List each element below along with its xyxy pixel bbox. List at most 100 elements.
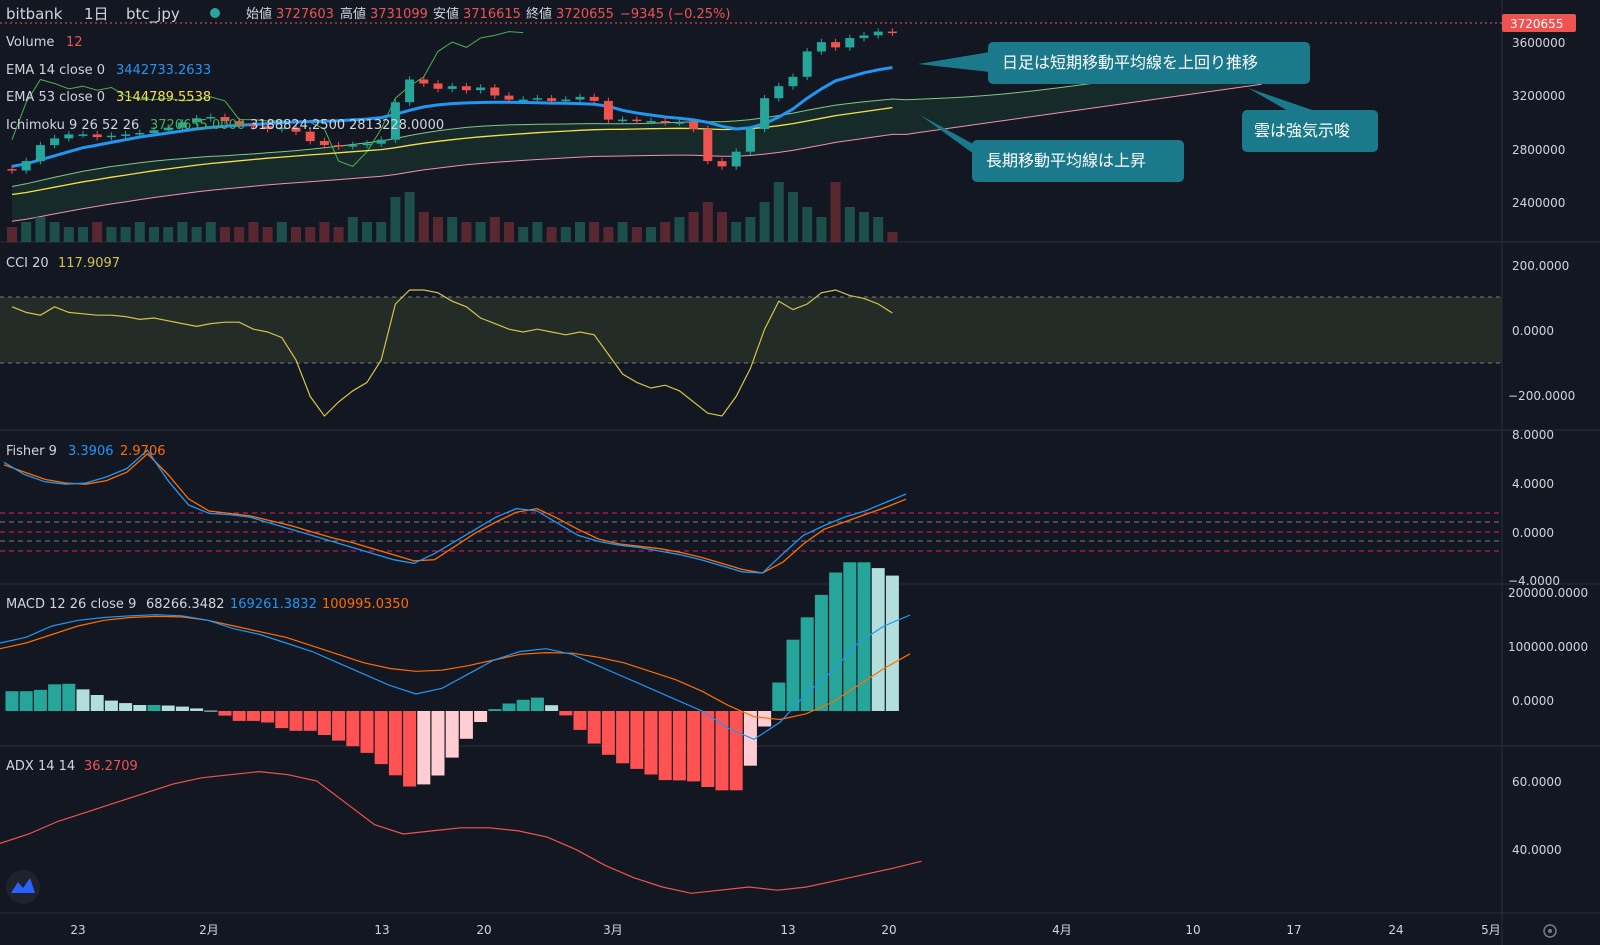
logo-badge (6, 870, 40, 904)
annotation-cloud[interactable]: 雲は強気示唆 (1242, 88, 1378, 152)
macd-histogram-bar (48, 684, 62, 711)
tradingview-logo[interactable] (6, 870, 40, 904)
volume-bar (305, 227, 316, 242)
candle-body (376, 139, 386, 144)
macd-histogram-bar (360, 711, 374, 753)
candle-body (248, 125, 258, 127)
candle-body (561, 99, 571, 102)
annotation-cloud-text: 雲は強気示唆 (1254, 121, 1350, 140)
candle-body (263, 126, 273, 129)
volume-bar (461, 222, 472, 242)
ichimoku-legend-value-2: 3188824.2500 (250, 118, 345, 133)
open-label: 始値 (246, 6, 272, 22)
volume-bar (702, 202, 713, 242)
close-value: 3720655 (556, 7, 614, 22)
ema53-legend-label[interactable]: EMA 53 close 0 (6, 90, 105, 105)
macd-histogram-bar (516, 699, 530, 711)
fisher-tick: 0.0000 (1512, 526, 1554, 540)
cci-axis: 200.0000 0.0000 −200.0000 (1508, 259, 1575, 403)
candle-body (319, 141, 329, 145)
volume-bar (63, 227, 74, 242)
exchange-name: bitbank (6, 5, 63, 23)
time-axis[interactable]: 23 2月 13 20 3月 13 20 4月 10 17 24 5月 (70, 923, 1500, 937)
candle-body (78, 134, 88, 136)
price-tick: 3600000 (1512, 36, 1565, 50)
symbol-label[interactable]: btc_jpy (126, 5, 180, 24)
fisher-pane[interactable]: Fisher 9 3.3906 2.9706 8.0000 4.0000 0.0… (0, 428, 1560, 588)
macd-histogram-bar (289, 711, 303, 731)
candle-body (192, 118, 202, 123)
macd-histogram-bar (715, 711, 729, 791)
ema14-line (11, 66, 893, 168)
date-tick: 10 (1185, 923, 1200, 937)
ichimoku-lagging-span (11, 31, 524, 167)
macd-legend-value-2: 169261.3832 (230, 597, 317, 612)
ema14-legend-label[interactable]: EMA 14 close 0 (6, 63, 105, 78)
volume-bar (646, 227, 656, 242)
adx-legend-label[interactable]: ADX 14 14 (6, 759, 75, 774)
macd-histogram-bar (76, 689, 90, 711)
date-tick: 23 (70, 923, 85, 937)
fisher-axis: 8.0000 4.0000 0.0000 −4.0000 (1508, 428, 1560, 588)
date-tick: 24 (1388, 923, 1403, 937)
candle-body (476, 87, 486, 91)
volume-bar (589, 222, 600, 242)
macd-legend-label[interactable]: MACD 12 26 close 9 (6, 597, 136, 612)
candle-body (859, 35, 869, 39)
macd-histogram-bar (871, 568, 885, 711)
macd-line (0, 614, 911, 740)
ema53-legend-value: 3144789.5538 (116, 90, 211, 105)
cci-legend-label[interactable]: CCI 20 (6, 256, 49, 271)
candle-body (447, 86, 457, 89)
cci-line (11, 289, 893, 417)
candle-body (106, 135, 116, 138)
last-price-tag (1502, 14, 1576, 32)
macd-histogram-bar (317, 711, 331, 735)
fisher-tick: −4.0000 (1508, 574, 1560, 588)
macd-tick: 0.0000 (1512, 694, 1554, 708)
annotation-long-ma[interactable]: 長期移動平均線は上昇 (920, 115, 1184, 182)
low-label: 安値 (433, 6, 459, 22)
macd-histogram-bar (459, 711, 473, 739)
volume-bar (234, 227, 245, 242)
macd-histogram-bar (275, 711, 289, 729)
macd-histogram-bar (161, 705, 175, 711)
price-axis[interactable]: 3600000 3200000 2800000 2400000 (1512, 36, 1565, 210)
macd-histogram-bar (5, 691, 19, 711)
macd-histogram-bar (346, 711, 360, 747)
volume-bar (575, 222, 585, 242)
volume-bar (688, 212, 699, 242)
volume-bar (120, 227, 131, 242)
candle-body (674, 122, 684, 124)
volume-legend-label[interactable]: Volume (6, 35, 54, 50)
adx-tick: 40.0000 (1512, 843, 1562, 857)
adx-line (0, 770, 922, 894)
volume-bar (532, 222, 543, 242)
ema14-legend-value: 3442733.2633 (116, 63, 211, 78)
candle-body (575, 96, 585, 100)
macd-pane[interactable]: MACD 12 26 close 9 68266.3482 169261.383… (0, 562, 1588, 791)
volume-bars (7, 182, 898, 242)
volume-bar (106, 227, 117, 242)
cci-tick: −200.0000 (1508, 389, 1575, 403)
adx-pane[interactable]: ADX 14 14 36.2709 60.0000 40.0000 (0, 759, 1562, 904)
date-tick: 2月 (199, 923, 219, 937)
annotation-short-ma[interactable]: 日足は短期移動平均線を上回り推移 (918, 42, 1310, 84)
volume-bar (475, 222, 486, 242)
price-pane[interactable]: 3720655 3600000 3200000 2800000 2400000 … (0, 5, 1576, 242)
candle-body (518, 99, 528, 102)
ichimoku-legend-label[interactable]: Ichimoku 9 26 52 26 (6, 118, 139, 133)
price-tick: 2800000 (1512, 143, 1565, 157)
macd-histogram-bar (104, 700, 118, 711)
settings-icon[interactable] (1543, 924, 1557, 938)
macd-histogram-bar (204, 710, 218, 712)
volume-bar (205, 222, 216, 242)
candle-body (618, 119, 628, 122)
interval-label[interactable]: 1日 (84, 5, 109, 23)
candle-body (64, 134, 74, 139)
fisher-legend-label[interactable]: Fisher 9 (6, 444, 57, 459)
fisher-line (3, 449, 907, 574)
volume-bar (134, 222, 145, 242)
cci-pane[interactable]: CCI 20 117.9097 200.0000 0.0000 −200.000… (0, 256, 1575, 417)
